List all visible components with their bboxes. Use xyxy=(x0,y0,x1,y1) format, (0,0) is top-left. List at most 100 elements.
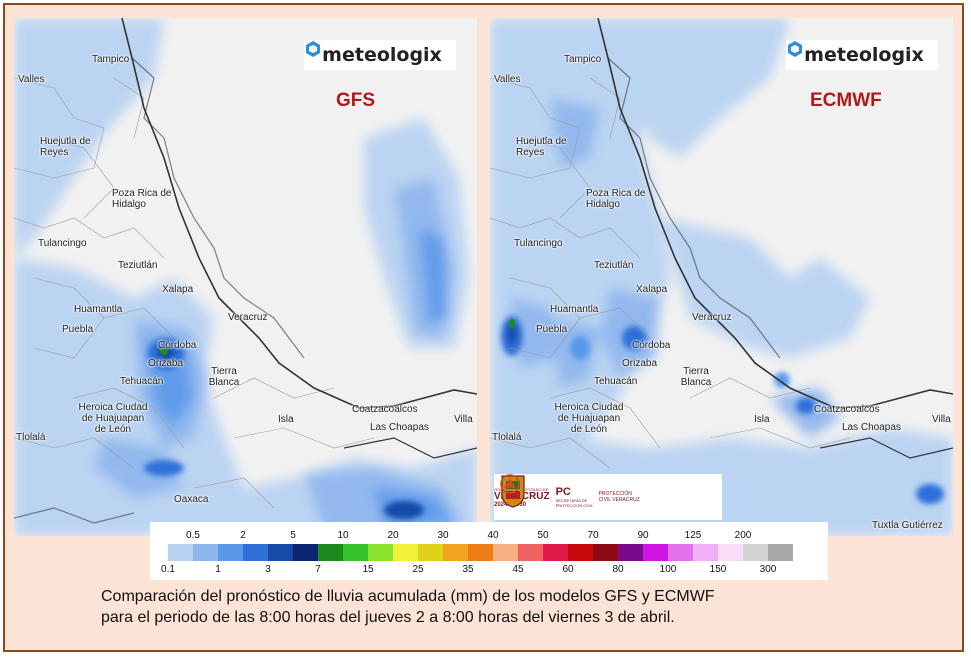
legend-swatch xyxy=(393,544,418,561)
city-label: Córdoba xyxy=(158,340,197,351)
city-label: Tierra Blanca xyxy=(208,366,240,388)
city-label: Heroica Ciudad de Huajuapan de León xyxy=(554,402,624,435)
figure-caption: Comparación del pronóstico de lluvia acu… xyxy=(101,586,901,628)
city-label: Las Choapas xyxy=(370,422,429,433)
model-label-gfs: GFS xyxy=(336,90,376,111)
city-label: Tulancingo xyxy=(38,238,87,249)
legend-swatch xyxy=(193,544,218,561)
government-logos: GOBIERNO DEL ESTADO DE VERACRUZ 2024 - 2… xyxy=(494,474,722,520)
legend-tick-bottom: 7 xyxy=(315,564,321,575)
meteologix-logo: meteologix xyxy=(786,40,938,70)
city-label: Tuxtla Gutiérrez xyxy=(872,520,943,531)
model-label-ecmwf: ECMWF xyxy=(810,90,882,111)
legend-tick-bottom: 100 xyxy=(659,564,677,575)
city-label: Orizaba xyxy=(148,358,184,369)
legend-swatch xyxy=(443,544,468,561)
rainfall-legend: 0.1 1 3 7 15 25 35 45 60 80 100 150 300 0.5 2 5 10 20 30 40… xyxy=(150,522,828,580)
legend-swatch xyxy=(268,544,293,561)
legend-swatch xyxy=(518,544,543,561)
meteologix-logo: meteologix xyxy=(304,40,456,70)
city-label: Xalapa xyxy=(162,284,194,295)
pc-logo-text: PC xyxy=(555,486,571,498)
legend-swatch xyxy=(693,544,718,561)
city-label: Coatzacoalcos xyxy=(352,404,418,415)
city-label: Huejutla de Reyes xyxy=(40,136,91,158)
legend-tick-top: 5 xyxy=(290,530,296,541)
legend-tick-bottom: 25 xyxy=(412,564,424,575)
city-label: Orizaba xyxy=(622,358,658,369)
legend-swatch xyxy=(243,544,268,561)
city-label: Valles xyxy=(18,74,45,85)
legend-swatch xyxy=(643,544,668,561)
pc-subtitle: SECRETARÍA DE PROTECCIÓN CIVIL xyxy=(555,498,594,508)
civil-protection-icon xyxy=(500,474,520,494)
legend-swatch xyxy=(318,544,343,561)
caption-line-1: Comparación del pronóstico de lluvia acu… xyxy=(101,588,715,605)
legend-tick-top: 125 xyxy=(684,530,702,541)
legend-swatch xyxy=(768,544,793,561)
legend-tick-top: 40 xyxy=(487,530,499,541)
legend-tick-bottom: 0.1 xyxy=(161,564,175,575)
pc-right-label: PROTECCIÓN CIVIL VERACRUZ xyxy=(598,491,640,503)
legend-swatch xyxy=(543,544,568,561)
city-label: Puebla xyxy=(536,324,568,335)
caption-line-2: para el periodo de las 8:00 horas del ju… xyxy=(101,609,675,626)
legend-swatch xyxy=(668,544,693,561)
legend-swatch xyxy=(568,544,593,561)
legend-swatch xyxy=(293,544,318,561)
legend-tick-top: 2 xyxy=(240,530,246,541)
legend-tick-top: 30 xyxy=(437,530,449,541)
city-label: Las Choapas xyxy=(842,422,901,433)
city-label: Teziutlán xyxy=(594,260,634,271)
city-label: Poza Rica de Hidalgo xyxy=(112,188,172,210)
legend-tick-top: 20 xyxy=(387,530,399,541)
city-label: Coatzacoalcos xyxy=(814,404,880,415)
city-label: Isla xyxy=(278,414,294,425)
legend-swatch xyxy=(593,544,618,561)
legend-tick-bottom: 3 xyxy=(265,564,271,575)
meteologix-logo-text: meteologix xyxy=(804,44,924,66)
city-label: Tlolalá xyxy=(492,432,522,443)
legend-tick-bottom: 80 xyxy=(612,564,624,575)
legend-tick-bottom: 15 xyxy=(362,564,374,575)
city-label: Tehuacán xyxy=(594,376,638,387)
legend-tick-top: 70 xyxy=(587,530,599,541)
city-label: Oaxaca xyxy=(174,494,209,505)
legend-tick-bottom: 1 xyxy=(215,564,221,575)
legend-swatch xyxy=(468,544,493,561)
city-label: Isla xyxy=(754,414,770,425)
legend-swatch xyxy=(168,544,193,561)
meteologix-logo-text: meteologix xyxy=(322,44,442,66)
city-label: Huamantla xyxy=(74,304,123,315)
legend-tick-bottom: 45 xyxy=(512,564,524,575)
legend-tick-bottom: 300 xyxy=(759,564,777,575)
city-label: Puebla xyxy=(62,324,94,335)
legend-swatch xyxy=(218,544,243,561)
legend-swatch xyxy=(418,544,443,561)
city-label: Valles xyxy=(494,74,521,85)
city-label: Huamantla xyxy=(550,304,599,315)
city-label: Tlolalá xyxy=(16,432,46,443)
city-label: Huejutla de Reyes xyxy=(516,136,567,158)
legend-swatch xyxy=(618,544,643,561)
city-label: Tampico xyxy=(564,54,602,65)
legend-tick-top: 10 xyxy=(337,530,349,541)
legend-swatch xyxy=(718,544,743,561)
legend-swatch xyxy=(493,544,518,561)
city-label: Villa xyxy=(932,414,951,425)
city-label: Xalapa xyxy=(636,284,668,295)
legend-swatch xyxy=(343,544,368,561)
city-label: Teziutlán xyxy=(118,260,158,271)
legend-swatch xyxy=(743,544,768,561)
gfs-map: meteologix GFS Tampico Valles Huejutla d… xyxy=(14,18,477,536)
city-label: Tampico xyxy=(92,54,130,65)
legend-tick-bottom: 60 xyxy=(562,564,574,575)
city-label: Tulancingo xyxy=(514,238,563,249)
legend-swatch xyxy=(368,544,393,561)
legend-tick-bottom: 35 xyxy=(462,564,474,575)
ecmwf-rain-overlay xyxy=(490,18,953,536)
city-label: Veracruz xyxy=(228,312,268,323)
city-label: Poza Rica de Hidalgo xyxy=(586,188,646,210)
legend-tick-bottom: 150 xyxy=(709,564,727,575)
legend-color-bar xyxy=(168,544,793,561)
